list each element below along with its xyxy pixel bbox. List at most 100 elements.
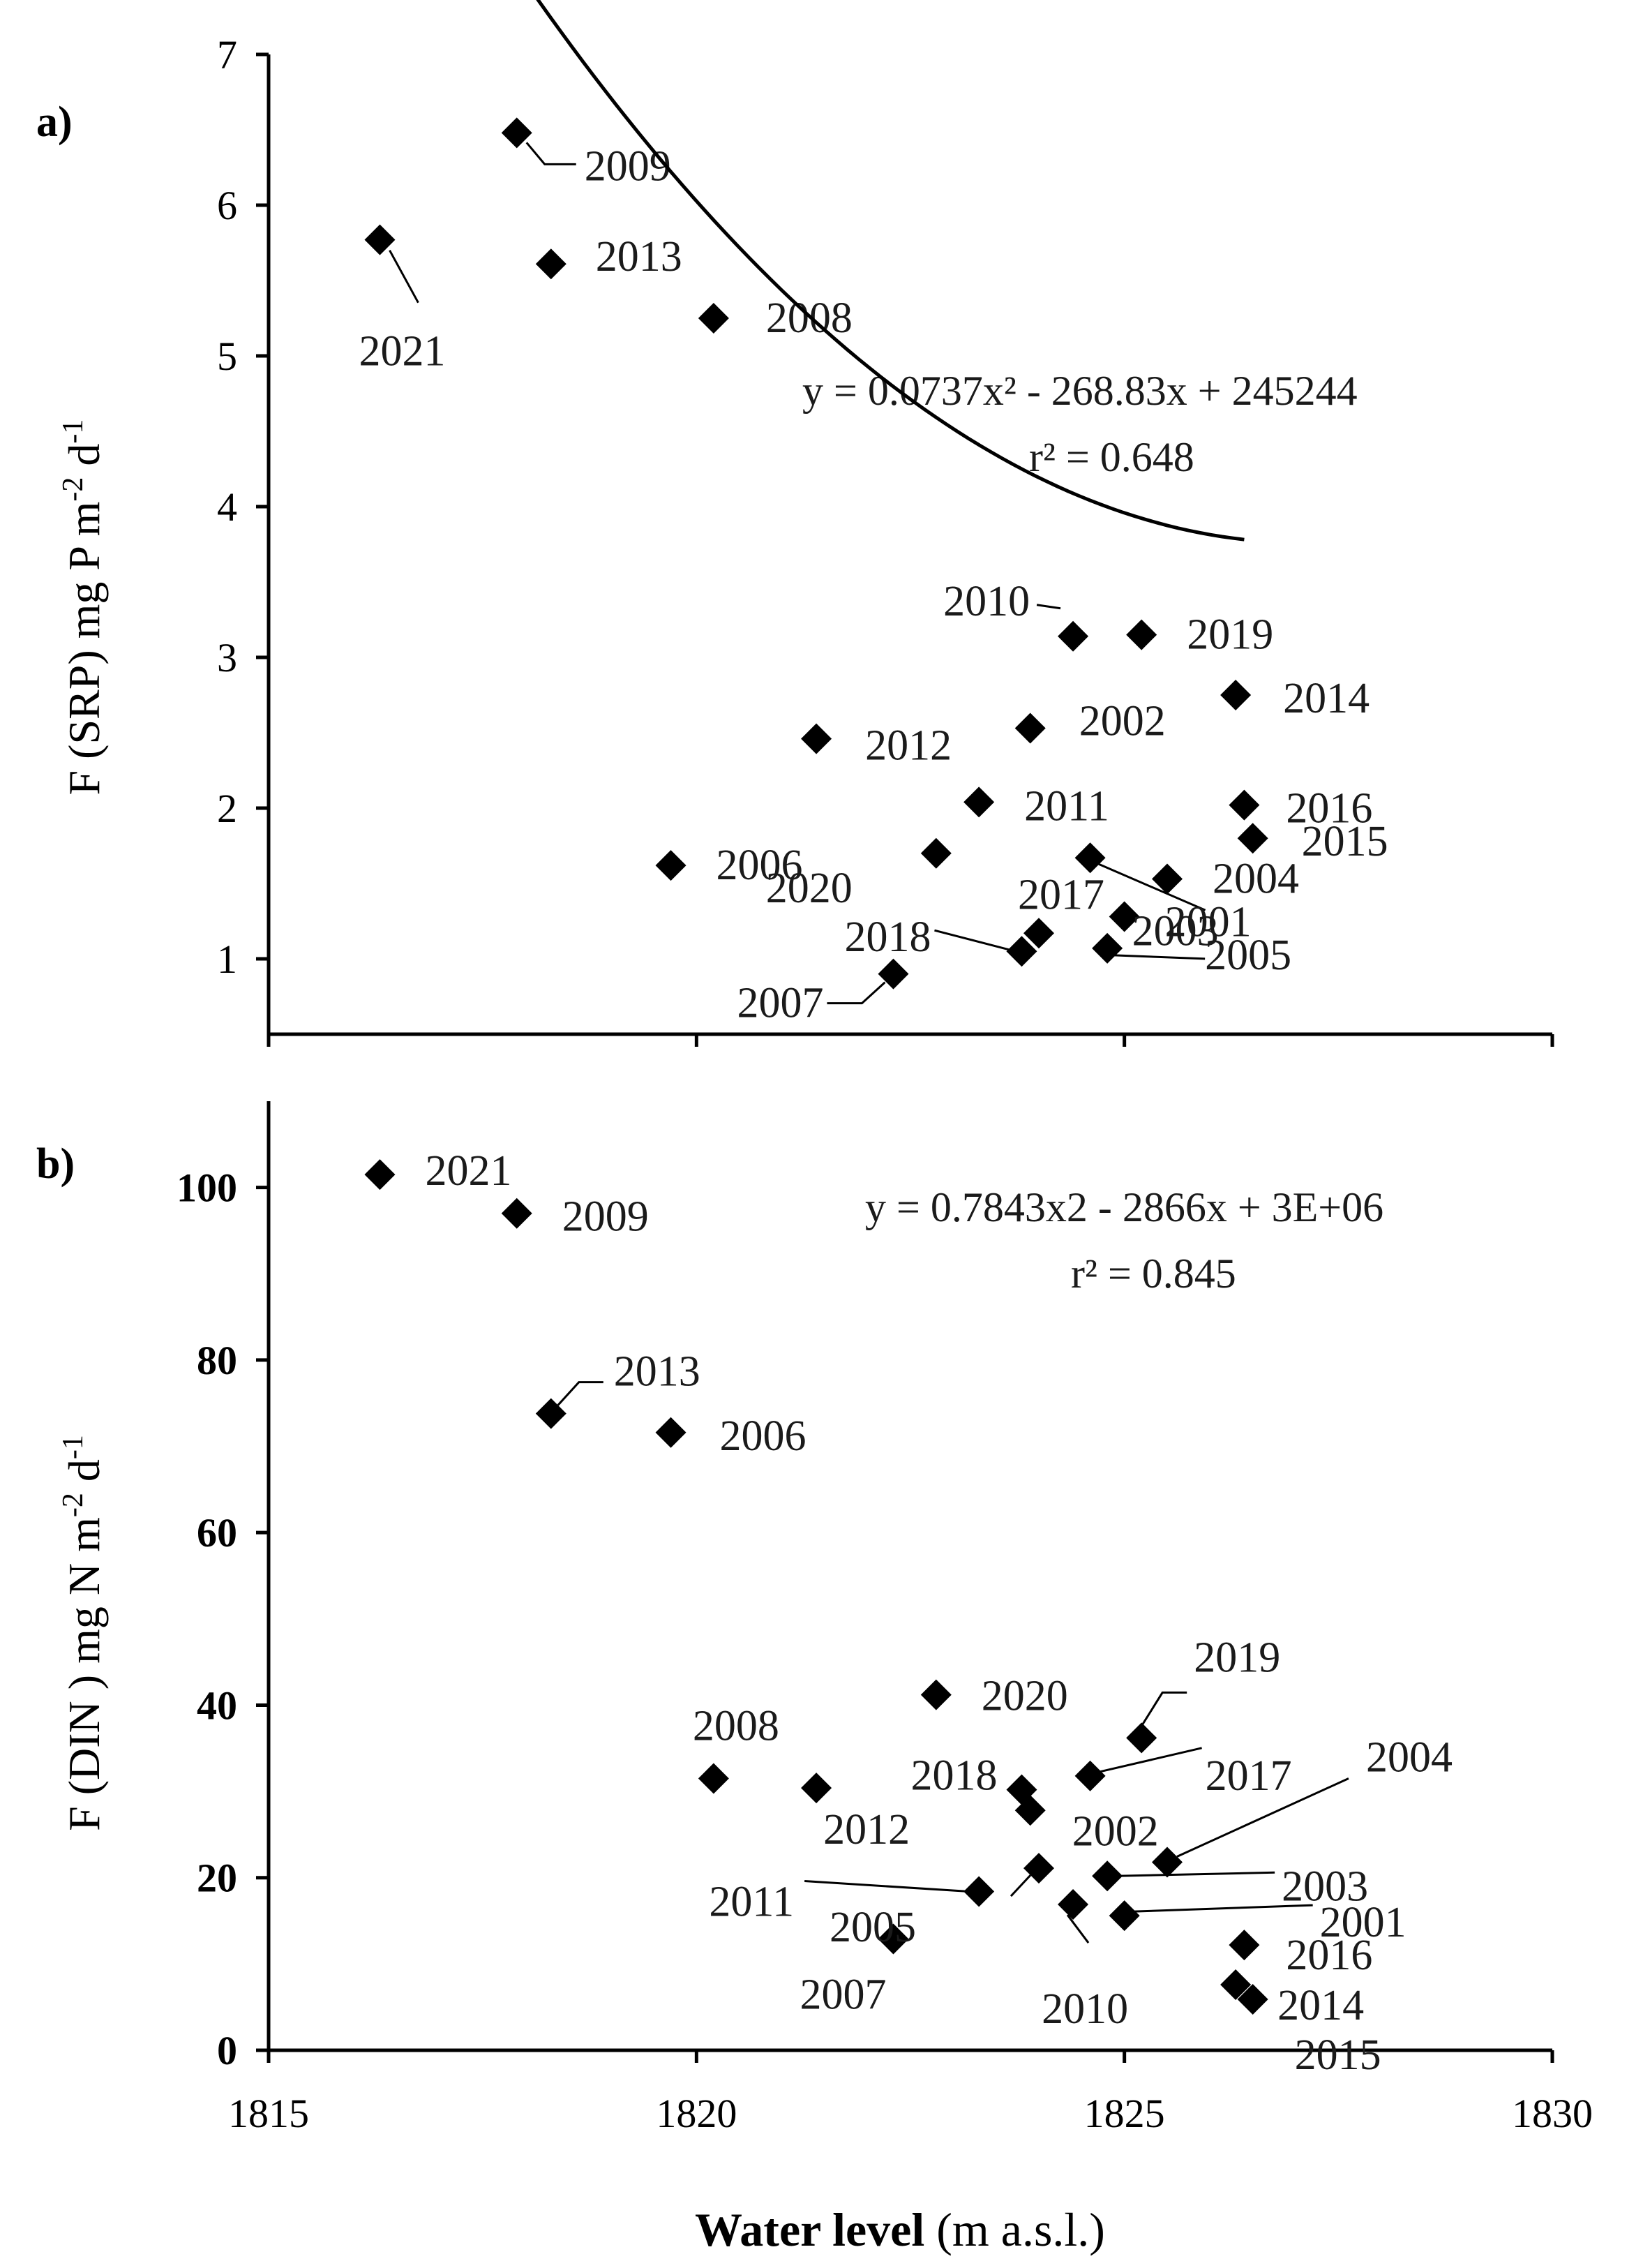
data-point-2013 xyxy=(535,1398,567,1429)
point-label-2021: 2021 xyxy=(359,328,445,375)
point-label-2008: 2008 xyxy=(693,1703,779,1750)
data-point-2005 xyxy=(1023,1853,1054,1884)
data-point-2016 xyxy=(1229,1930,1260,1961)
data-point-2009 xyxy=(501,117,532,149)
point-label-2019: 2019 xyxy=(1187,611,1273,659)
panel-label-a: a) xyxy=(36,98,73,146)
panel-a-ylabel-main: F (SRP) mg P m xyxy=(59,502,109,796)
point-label-2007: 2007 xyxy=(800,1971,886,2019)
point-label-2013: 2013 xyxy=(614,1348,700,1396)
y-tick-label: 3 xyxy=(217,635,237,680)
panel-b-r2: r² = 0.845 xyxy=(1071,1251,1236,1297)
point-label-2016: 2016 xyxy=(1286,785,1372,833)
panel-b-trendline xyxy=(536,0,1245,542)
x-tick-label: 1820 xyxy=(656,2091,737,2136)
panel-b-equation: y = 0.7843x2 - 2866x + 3E+06 xyxy=(865,1184,1383,1230)
leader-line-2018 xyxy=(934,929,1013,952)
data-point-2019 xyxy=(1126,619,1157,650)
leader-line-2009 xyxy=(525,142,576,165)
point-label-2001: 2001 xyxy=(1320,1899,1406,1946)
y-tick-label: 20 xyxy=(197,1856,237,1901)
y-tick-label: 60 xyxy=(197,1510,237,1555)
leader-line-2005 xyxy=(1114,954,1206,960)
point-label-2009: 2009 xyxy=(585,142,671,190)
data-point-2017 xyxy=(1023,918,1054,949)
data-point-2004 xyxy=(1152,1847,1183,1878)
point-label-2007: 2007 xyxy=(737,980,823,1027)
data-point-2001 xyxy=(1109,901,1140,932)
leader-line-2011 xyxy=(804,1880,970,1893)
data-point-2013 xyxy=(535,248,567,280)
panel-a-points xyxy=(364,117,1268,990)
x-axis-label: Water level (m a.s.l.) xyxy=(695,2203,1105,2256)
point-label-2002: 2002 xyxy=(1072,1807,1159,1855)
data-point-2012 xyxy=(801,1773,832,1804)
panel-b-points xyxy=(364,1159,1268,2015)
data-point-2002 xyxy=(1014,713,1046,744)
data-point-2011 xyxy=(963,786,995,818)
point-label-2017: 2017 xyxy=(1206,1752,1292,1800)
panel-a-y-axis-label: F (SRP) mg P m-2 d-1 xyxy=(57,419,109,796)
panel-b-ylabel-exp2: -1 xyxy=(57,1435,89,1459)
point-label-2012: 2012 xyxy=(823,1806,910,1853)
y-tick-label: 4 xyxy=(217,484,237,530)
point-label-2012: 2012 xyxy=(865,722,952,770)
point-label-2010: 2010 xyxy=(943,578,1030,625)
panel-label-b: b) xyxy=(36,1140,75,1188)
data-point-2012 xyxy=(801,723,832,754)
point-label-2019: 2019 xyxy=(1194,1634,1280,1681)
panel-b-ylabel-d: d xyxy=(59,1459,109,1493)
data-point-2006 xyxy=(655,1417,687,1448)
point-label-2021: 2021 xyxy=(425,1147,511,1195)
leader-line-2005 xyxy=(1010,1874,1032,1897)
point-label-2015: 2015 xyxy=(1295,2031,1381,2079)
point-label-2006: 2006 xyxy=(720,1412,807,1460)
panel-b-y-axis-label: F (DIN ) mg N m-2 d-1 xyxy=(57,1435,109,1831)
panel-a-leader-lines xyxy=(389,142,1206,1005)
panel-a-y-ticks: 1 2 3 4 5 6 7 xyxy=(217,32,1554,1047)
data-point-2015 xyxy=(1237,823,1268,854)
point-label-2020: 2020 xyxy=(982,1673,1068,1720)
leader-line-2003 xyxy=(1117,1871,1275,1877)
data-point-2003 xyxy=(1092,1860,1123,1892)
data-point-2006 xyxy=(655,850,687,881)
y-tick-label: 0 xyxy=(217,2028,237,2073)
panel-a-ylabel-exp1: -2 xyxy=(57,477,89,502)
data-point-2003 xyxy=(1074,842,1106,874)
data-point-2020 xyxy=(920,837,952,869)
point-label-2018: 2018 xyxy=(910,1752,997,1800)
leader-line-2017 xyxy=(1100,1747,1202,1773)
point-label-2003: 2003 xyxy=(1132,907,1219,955)
data-point-2002 xyxy=(1014,1795,1046,1826)
leader-line-2013 xyxy=(557,1381,603,1406)
point-label-2005: 2005 xyxy=(1205,932,1291,979)
x-tick-label: 1815 xyxy=(228,2091,309,2136)
panel-a-ylabel-d: d xyxy=(59,444,109,477)
panel-a-equation: y = 0.0737x² - 268.83x + 245244 xyxy=(802,368,1358,414)
x-axis-label-bold: Water level xyxy=(695,2203,924,2256)
point-label-2015: 2015 xyxy=(1302,818,1388,865)
data-point-2014 xyxy=(1220,680,1252,710)
y-tick-label: 7 xyxy=(217,32,237,77)
y-tick-label: 1 xyxy=(217,937,237,982)
data-point-2010 xyxy=(1058,1889,1089,1920)
leader-line-2010 xyxy=(1066,1914,1090,1944)
point-label-2010: 2010 xyxy=(1042,1985,1128,2033)
point-label-2009: 2009 xyxy=(562,1193,649,1241)
data-point-2007 xyxy=(878,958,909,990)
point-label-2020: 2020 xyxy=(766,865,853,912)
point-label-2018: 2018 xyxy=(844,913,931,961)
data-point-2001 xyxy=(1109,1900,1140,1932)
data-point-2009 xyxy=(501,1198,532,1229)
data-point-2019 xyxy=(1126,1722,1157,1754)
data-point-2008 xyxy=(698,1763,729,1794)
data-point-2016 xyxy=(1229,789,1260,821)
point-label-2004: 2004 xyxy=(1366,1733,1453,1781)
point-label-2017: 2017 xyxy=(1018,871,1104,918)
data-point-2021 xyxy=(364,1159,396,1191)
point-label-2005: 2005 xyxy=(830,1904,916,1951)
data-point-2018 xyxy=(1006,936,1037,967)
y-tick-label: 5 xyxy=(217,334,237,379)
